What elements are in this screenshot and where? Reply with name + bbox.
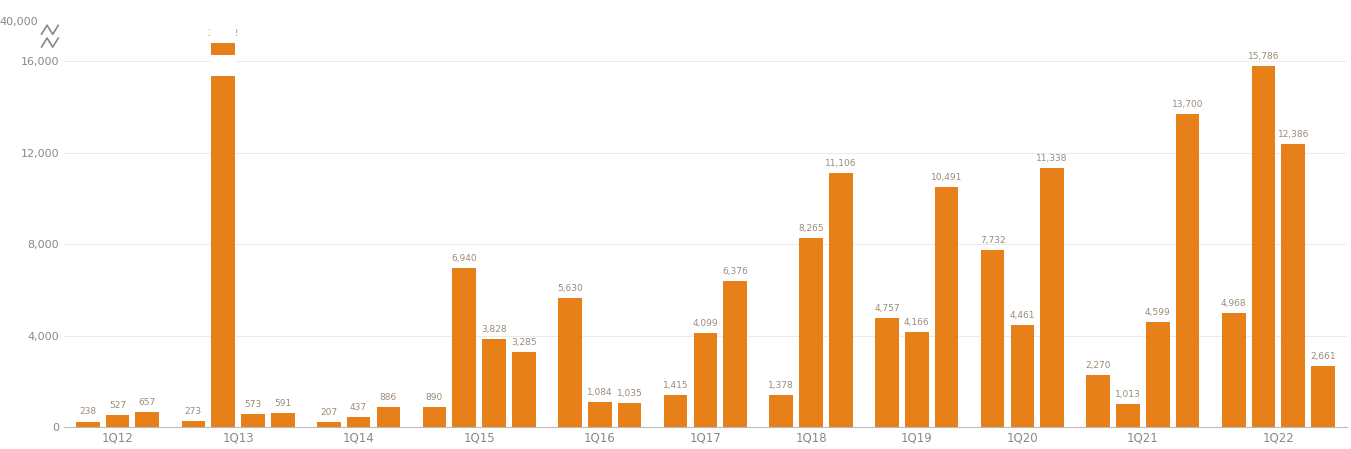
Bar xyxy=(317,422,340,427)
Bar xyxy=(211,54,236,75)
Bar xyxy=(270,414,295,427)
Text: 6,940: 6,940 xyxy=(451,254,477,263)
Text: 527: 527 xyxy=(109,401,126,410)
Bar xyxy=(240,414,265,427)
Bar xyxy=(935,187,958,427)
Bar xyxy=(181,421,205,427)
Text: 273: 273 xyxy=(185,407,201,416)
Text: 7,732: 7,732 xyxy=(979,236,1005,245)
Bar xyxy=(76,422,100,427)
Text: 657: 657 xyxy=(139,398,155,407)
Text: 10,491: 10,491 xyxy=(931,173,962,182)
Bar xyxy=(875,318,898,427)
Text: 2,270: 2,270 xyxy=(1086,361,1111,370)
Text: 6,376: 6,376 xyxy=(723,267,748,276)
Text: 4,461: 4,461 xyxy=(1009,311,1035,320)
Bar xyxy=(1011,325,1035,427)
Text: 5,630: 5,630 xyxy=(557,284,582,293)
Bar xyxy=(1175,114,1200,427)
Bar xyxy=(1221,313,1246,427)
Bar xyxy=(800,238,823,427)
Bar xyxy=(453,269,476,427)
Bar xyxy=(617,403,642,427)
Text: 4,599: 4,599 xyxy=(1146,308,1170,317)
Bar xyxy=(588,402,612,427)
Bar xyxy=(211,43,235,427)
Text: 573: 573 xyxy=(245,400,262,409)
Text: 3,285: 3,285 xyxy=(511,338,536,347)
Text: 207: 207 xyxy=(320,408,338,417)
Text: 238: 238 xyxy=(80,407,96,417)
Bar xyxy=(770,396,793,427)
Bar xyxy=(1086,375,1111,427)
Bar xyxy=(1312,366,1335,427)
Text: 40,000: 40,000 xyxy=(0,18,38,27)
Bar xyxy=(347,417,370,427)
Text: 12,386: 12,386 xyxy=(1278,130,1309,139)
Bar xyxy=(663,395,688,427)
Bar xyxy=(905,332,928,427)
Bar xyxy=(1251,66,1275,427)
Bar xyxy=(830,173,852,427)
Bar xyxy=(558,298,582,427)
Text: 15,786: 15,786 xyxy=(1248,52,1279,61)
Bar xyxy=(723,281,747,427)
Text: 1,378: 1,378 xyxy=(769,381,794,390)
Text: 4,166: 4,166 xyxy=(904,318,929,327)
Bar xyxy=(693,333,717,427)
Text: 886: 886 xyxy=(380,392,397,402)
Text: 1,035: 1,035 xyxy=(616,389,642,398)
Text: 11,106: 11,106 xyxy=(825,159,857,168)
Text: 4,099: 4,099 xyxy=(693,319,719,328)
Bar xyxy=(1146,322,1170,427)
Bar xyxy=(1281,144,1305,427)
Bar xyxy=(512,352,535,427)
Text: 3,828: 3,828 xyxy=(481,326,507,335)
Bar xyxy=(1040,168,1065,427)
Text: 437: 437 xyxy=(350,403,367,412)
Text: 4,968: 4,968 xyxy=(1221,299,1247,308)
Bar xyxy=(981,250,1004,427)
Text: 2,661: 2,661 xyxy=(1310,352,1336,361)
Text: 13,700: 13,700 xyxy=(1171,100,1204,109)
Bar xyxy=(1116,404,1140,427)
Text: 890: 890 xyxy=(426,392,443,401)
Bar xyxy=(423,407,446,427)
Bar xyxy=(482,339,505,427)
Text: 1,415: 1,415 xyxy=(663,381,689,390)
Bar xyxy=(211,21,236,42)
Bar xyxy=(377,407,400,427)
Text: 4,757: 4,757 xyxy=(874,304,900,313)
Text: 1,013: 1,013 xyxy=(1115,390,1142,399)
Text: 11,338: 11,338 xyxy=(1036,154,1067,163)
Text: 8,265: 8,265 xyxy=(798,224,824,233)
Bar xyxy=(105,415,130,427)
Text: 591: 591 xyxy=(274,400,292,409)
Text: 34,582: 34,582 xyxy=(208,29,239,38)
Text: 1,084: 1,084 xyxy=(586,388,612,397)
Bar xyxy=(135,412,159,427)
